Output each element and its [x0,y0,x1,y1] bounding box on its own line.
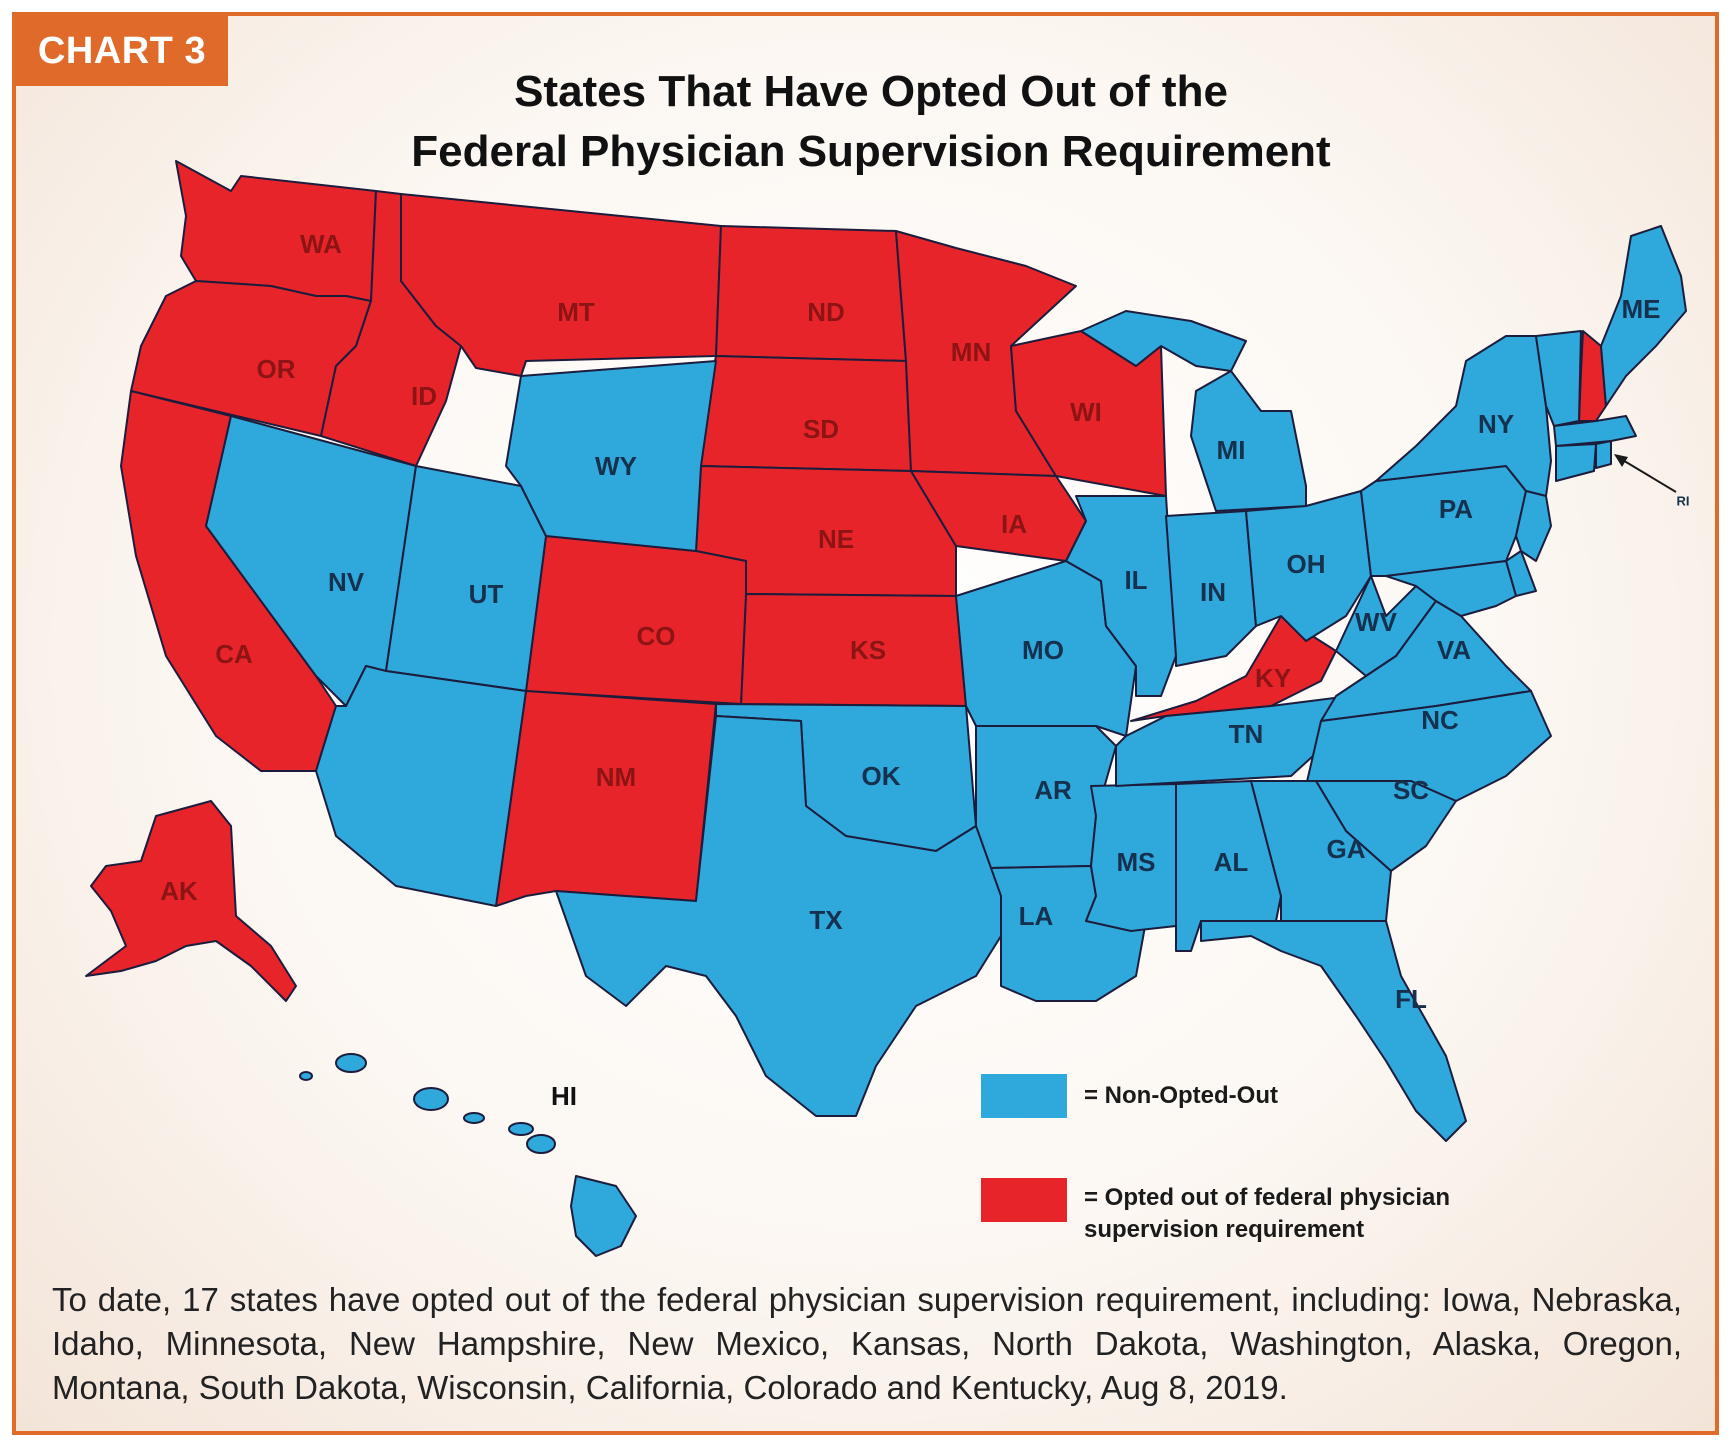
state-hi [299,1053,637,1257]
legend-swatch-non-opted-out [981,1074,1067,1118]
state-label-wv: WV [1355,607,1398,637]
state-label-tx: TX [809,905,843,935]
state-md [1385,560,1517,617]
state-ak [85,800,297,1002]
state-nm [495,690,717,907]
state-label-ar: AR [1034,775,1072,805]
state-label-mi: MI [1217,435,1246,465]
state-va [1320,600,1532,722]
state-nj [1515,490,1552,562]
state-tx [555,715,1002,1117]
state-me [1600,225,1687,407]
state-label-ks: KS [850,635,886,665]
chart-number-badge: CHART 3 [16,16,228,86]
state-label-va: VA [1437,635,1471,665]
state-label-or: OR [257,354,296,384]
legend-swatch-opted-out [981,1178,1067,1222]
state-label-tn: TN [1229,719,1264,749]
states-layer [85,160,1687,1257]
ri-pointer-line [1615,455,1677,493]
state-ri [1595,440,1612,469]
state-label-ri: RI [1677,493,1690,508]
map-title-line-2: Federal Physician Supervision Requiremen… [411,127,1331,176]
state-label-ky: KY [1255,663,1291,693]
state-ga [1250,780,1392,922]
state-ct [1555,443,1597,482]
state-label-hi: HI [551,1081,577,1111]
legend-label-opted-out-line-2: supervision requirement [1084,1216,1365,1243]
state-label-mt: MT [557,297,595,327]
state-label-nd: ND [807,297,845,327]
map-title-line-1: States That Have Opted Out of the [514,67,1228,116]
state-labels-layer: WA OR CA ID MT ND SD NE KS MN IA WI CO NM KY AK NV UT WY TX… [160,229,1689,1111]
chart-frame: CHART 3 States That Have Opted Out of th… [12,12,1719,1435]
state-label-ak: AK [160,876,198,906]
state-mi-lower [1190,370,1307,512]
legend-label-opted-out: = Opted out of federal physician supervi… [1084,1182,1524,1246]
state-label-sc: SC [1393,775,1429,805]
legend-label-non-opted-out: = Non-Opted-Out [1084,1082,1278,1109]
state-label-pa: PA [1439,494,1473,524]
state-label-wy: WY [595,451,637,481]
ri-pointer-arrowhead [1614,454,1628,467]
state-label-co: CO [637,621,676,651]
state-az [315,665,527,907]
state-label-al: AL [1214,847,1249,877]
state-label-ny: NY [1478,409,1514,439]
state-nd [715,225,907,362]
state-label-id: ID [411,381,437,411]
state-label-oh: OH [1287,549,1326,579]
state-label-nc: NC [1421,705,1459,735]
state-ut [385,465,547,692]
state-label-mn: MN [951,337,991,367]
map-title: States That Have Opted Out of the Federa… [296,62,1446,182]
state-fl [1200,920,1467,1142]
state-label-ia: IA [1001,509,1027,539]
state-label-fl: FL [1395,984,1427,1014]
state-label-ga: GA [1327,834,1366,864]
state-label-nm: NM [596,762,636,792]
state-vt [1535,330,1582,427]
state-label-ne: NE [818,524,854,554]
state-label-wi: WI [1070,397,1102,427]
state-mi-upper [1080,310,1247,372]
map-caption: To date, 17 states have opted out of the… [52,1281,1682,1406]
state-wy [505,360,717,552]
state-label-ms: MS [1117,847,1156,877]
state-label-in: IN [1200,577,1226,607]
state-oh [1245,490,1372,642]
state-label-il: IL [1124,565,1147,595]
state-label-me: ME [1622,294,1661,324]
state-label-ca: CA [215,639,253,669]
state-label-ut: UT [469,579,504,609]
state-label-la: LA [1019,901,1054,931]
state-il [1065,495,1177,697]
state-label-sd: SD [803,414,839,444]
state-label-nv: NV [328,567,365,597]
state-label-ok: OK [862,761,901,791]
state-label-wa: WA [300,229,342,259]
us-map: WA OR CA ID MT ND SD NE KS MN IA WI CO NM KY AK NV UT WY TX… [85,160,1690,1257]
legend-label-opted-out-line-1: = Opted out of federal physician [1084,1184,1451,1211]
state-label-mo: MO [1022,635,1064,665]
state-wa [175,160,377,302]
